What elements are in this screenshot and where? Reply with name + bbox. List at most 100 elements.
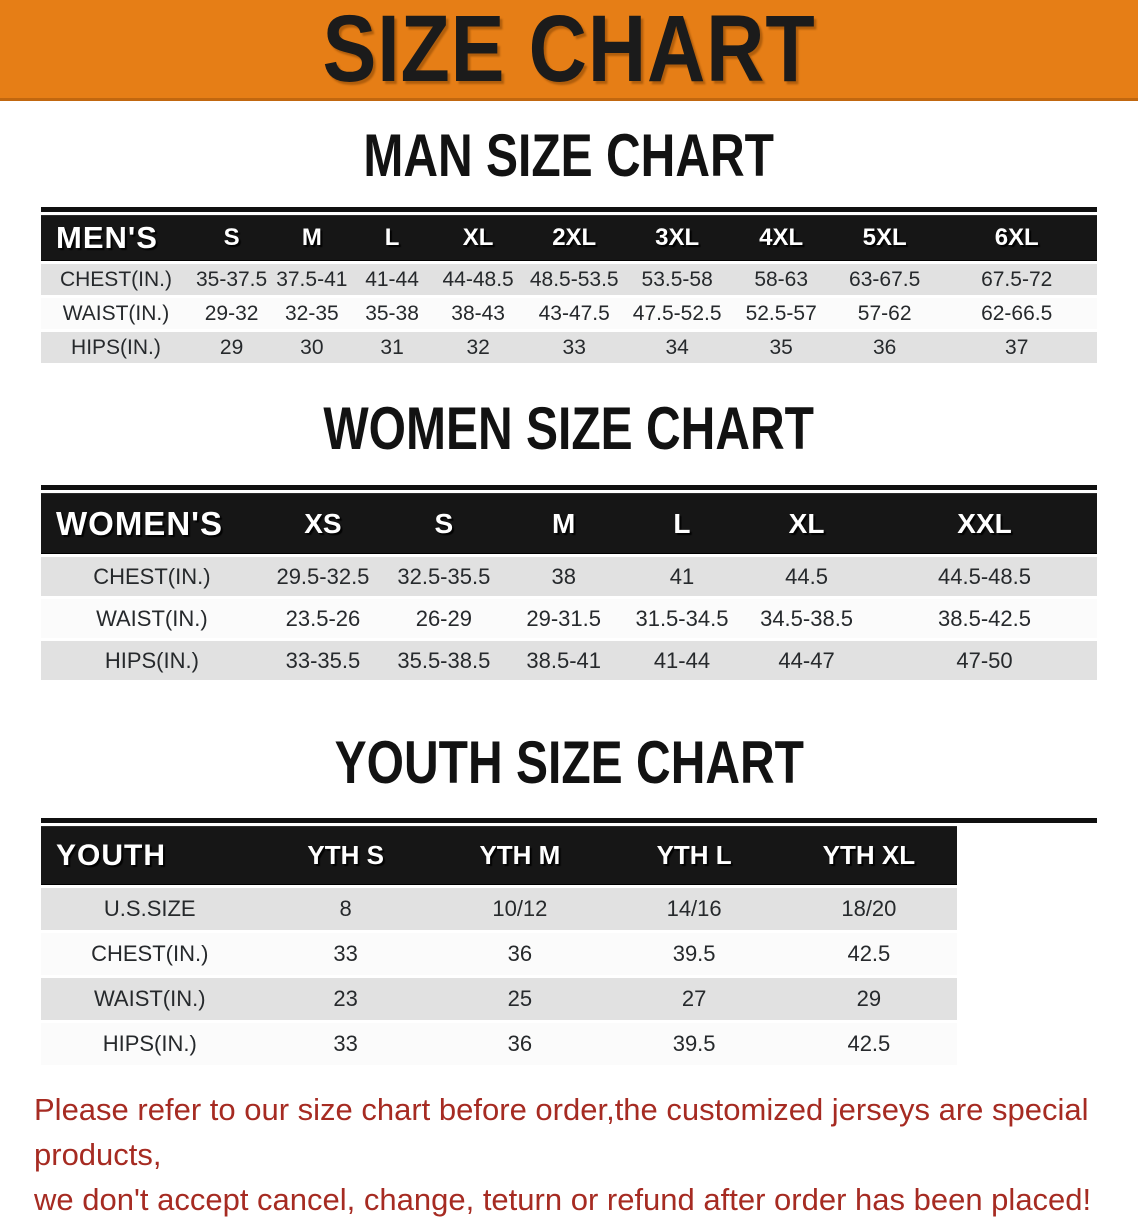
measurement-row: WAIST(IN.) 29-32 32-35 35-38 38-43 43-47.5 47.… xyxy=(41,298,1097,329)
size-header-cell: XL xyxy=(432,215,524,261)
size-value-cell: 32 xyxy=(432,332,524,363)
size-value-cell: 62-66.5 xyxy=(936,298,1097,329)
size-value-cell: 48.5-53.5 xyxy=(523,264,625,295)
size-header-cell: YTH S xyxy=(258,826,433,885)
size-value-cell: 35 xyxy=(729,332,833,363)
table-top-border xyxy=(41,485,1097,490)
youth-size-table-grid: YOUTH YTH S YTH M YTH L YTH XL U.S.SIZE 8 10/12… xyxy=(41,823,1097,1068)
spacer-cell xyxy=(957,1023,1097,1065)
table-group-label: MEN'S xyxy=(41,215,191,261)
spacer-cell xyxy=(957,933,1097,975)
size-value-cell: 41 xyxy=(622,557,742,596)
size-value-cell: 38-43 xyxy=(432,298,524,329)
notice-line-2: we don't accept cancel, change, teturn o… xyxy=(34,1181,1092,1217)
size-header-cell: S xyxy=(190,215,273,261)
size-value-cell: 27 xyxy=(607,978,782,1020)
size-value-cell: 37.5-41 xyxy=(272,264,352,295)
size-value-cell: 57-62 xyxy=(832,298,937,329)
size-value-cell: 38 xyxy=(504,557,623,596)
measurement-row: WAIST(IN.) 23 25 27 29 xyxy=(41,978,1097,1020)
size-value-cell: 8 xyxy=(258,888,433,930)
youth-section-heading: YOUTH SIZE CHART xyxy=(0,733,1138,793)
youth-section-heading-text: YOUTH SIZE CHART xyxy=(334,729,804,796)
size-header-cell: XS xyxy=(262,493,384,554)
size-value-cell: 38.5-42.5 xyxy=(872,599,1097,638)
size-value-cell: 32-35 xyxy=(272,298,352,329)
size-header-cell: L xyxy=(622,493,742,554)
measurement-label-cell: CHEST(IN.) xyxy=(41,557,263,596)
measurement-label-cell: HIPS(IN.) xyxy=(41,332,191,363)
size-header-row: WOMEN'S XS S M L XL XXL xyxy=(41,493,1097,554)
size-value-cell: 35-37.5 xyxy=(190,264,273,295)
size-header-row: YOUTH YTH S YTH M YTH L YTH XL xyxy=(41,826,1097,885)
measurement-row: HIPS(IN.) 33 36 39.5 42.5 xyxy=(41,1023,1097,1065)
measurement-label-cell: CHEST(IN.) xyxy=(41,264,191,295)
measurement-row: WAIST(IN.) 23.5-26 26-29 29-31.5 31.5-34.5 34… xyxy=(41,599,1097,638)
size-value-cell: 44.5-48.5 xyxy=(872,557,1097,596)
size-value-cell: 34 xyxy=(624,332,730,363)
size-value-cell: 18/20 xyxy=(781,888,957,930)
measurement-label-cell: WAIST(IN.) xyxy=(41,599,263,638)
men-section-heading: MAN SIZE CHART xyxy=(0,126,1138,186)
size-value-cell: 33 xyxy=(258,933,433,975)
men-section-heading-text: MAN SIZE CHART xyxy=(363,122,775,189)
size-value-cell: 39.5 xyxy=(607,933,782,975)
size-value-cell: 44.5 xyxy=(741,557,873,596)
measurement-row: CHEST(IN.) 29.5-32.5 32.5-35.5 38 41 44.5 44.5… xyxy=(41,557,1097,596)
size-header-cell: L xyxy=(351,215,433,261)
measurement-label-cell: HIPS(IN.) xyxy=(41,641,263,680)
size-value-cell: 36 xyxy=(832,332,937,363)
size-header-cell: M xyxy=(504,493,623,554)
table-top-border xyxy=(41,207,1097,212)
size-value-cell: 44-48.5 xyxy=(432,264,524,295)
size-value-cell: 58-63 xyxy=(729,264,833,295)
footer-notice: Please refer to our size chart before or… xyxy=(34,1088,1098,1223)
size-header-cell: S xyxy=(383,493,505,554)
notice-line-1: Please refer to our size chart before or… xyxy=(34,1092,1089,1172)
size-header-cell: XL xyxy=(741,493,873,554)
spacer-cell xyxy=(957,826,1097,885)
table-group-label: WOMEN'S xyxy=(41,493,263,554)
youth-size-table: YOUTH YTH S YTH M YTH L YTH XL U.S.SIZE 8 10/12… xyxy=(41,818,1097,1068)
size-header-cell: YTH XL xyxy=(781,826,957,885)
size-header-row: MEN'S S M L XL 2XL 3XL 4XL 5XL 6XL xyxy=(41,215,1097,261)
size-value-cell: 31 xyxy=(351,332,433,363)
table-top-border xyxy=(41,818,1097,823)
size-value-cell: 36 xyxy=(432,933,607,975)
size-value-cell: 42.5 xyxy=(781,933,957,975)
size-chart-banner: SIZE CHART xyxy=(0,0,1138,101)
size-value-cell: 53.5-58 xyxy=(624,264,730,295)
women-section-heading: WOMEN SIZE CHART xyxy=(0,399,1138,459)
size-value-cell: 32.5-35.5 xyxy=(383,557,505,596)
size-value-cell: 41-44 xyxy=(351,264,433,295)
size-value-cell: 33-35.5 xyxy=(262,641,384,680)
size-value-cell: 38.5-41 xyxy=(504,641,623,680)
size-header-cell: 2XL xyxy=(523,215,625,261)
size-header-cell: 5XL xyxy=(832,215,937,261)
size-header-cell: XXL xyxy=(872,493,1097,554)
size-value-cell: 14/16 xyxy=(607,888,782,930)
size-value-cell: 29 xyxy=(781,978,957,1020)
measurement-label-cell: CHEST(IN.) xyxy=(41,933,259,975)
size-value-cell: 29-31.5 xyxy=(504,599,623,638)
size-value-cell: 41-44 xyxy=(622,641,742,680)
size-value-cell: 31.5-34.5 xyxy=(622,599,742,638)
women-section-heading-text: WOMEN SIZE CHART xyxy=(323,395,815,462)
size-value-cell: 52.5-57 xyxy=(729,298,833,329)
size-value-cell: 34.5-38.5 xyxy=(741,599,873,638)
size-value-cell: 37 xyxy=(936,332,1097,363)
men-size-table: MEN'S S M L XL 2XL 3XL 4XL 5XL 6XL CHEST(IN.) 35-37… xyxy=(41,207,1097,366)
size-value-cell: 10/12 xyxy=(432,888,607,930)
spacer-cell xyxy=(957,888,1097,930)
size-header-cell: YTH M xyxy=(432,826,607,885)
size-value-cell: 67.5-72 xyxy=(936,264,1097,295)
size-header-cell: YTH L xyxy=(607,826,782,885)
size-value-cell: 39.5 xyxy=(607,1023,782,1065)
size-value-cell: 44-47 xyxy=(741,641,873,680)
size-header-cell: 6XL xyxy=(936,215,1097,261)
size-value-cell: 23.5-26 xyxy=(262,599,384,638)
size-value-cell: 47-50 xyxy=(872,641,1097,680)
size-value-cell: 26-29 xyxy=(383,599,505,638)
measurement-row: HIPS(IN.) 29 30 31 32 33 34 35 36 37 xyxy=(41,332,1097,363)
size-header-cell: 4XL xyxy=(729,215,833,261)
